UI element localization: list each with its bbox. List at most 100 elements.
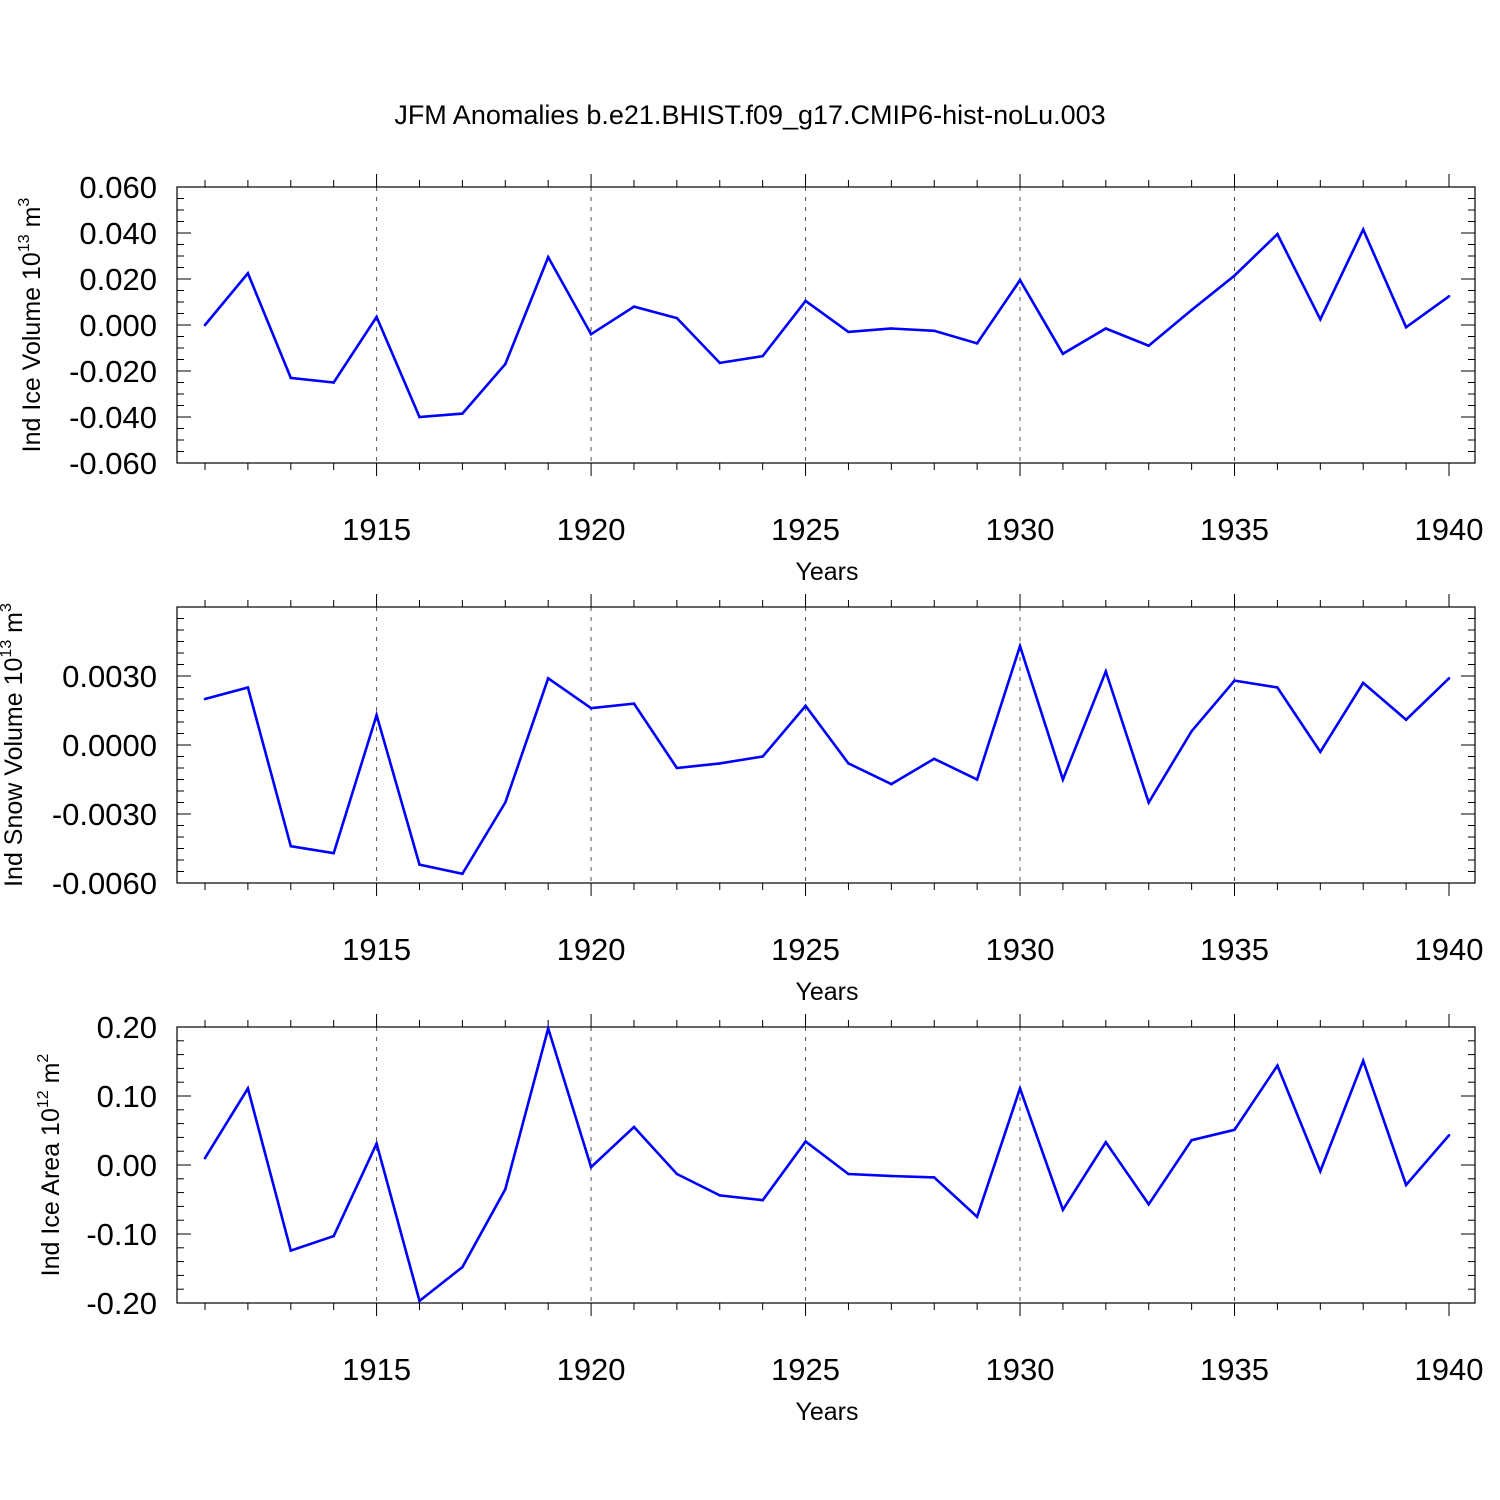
y-tick-label: -0.0030 <box>52 797 157 832</box>
data-point <box>718 361 722 365</box>
y-tick-label: 0.00 <box>97 1148 157 1183</box>
data-point <box>1404 718 1408 721</box>
data-point <box>546 677 550 680</box>
data-point <box>1404 1183 1408 1187</box>
data-point <box>1276 232 1279 236</box>
y-tick-label: 0.10 <box>97 1079 157 1114</box>
y-axis-label-exponent: 13 <box>0 640 15 658</box>
data-point <box>332 381 335 384</box>
y-tick-label: 0.040 <box>79 216 157 251</box>
x-tick-label: 1935 <box>1200 932 1269 967</box>
data-point <box>1190 729 1193 733</box>
data-point <box>1361 681 1365 685</box>
data-point <box>1447 1134 1451 1137</box>
x-axis-label: Years <box>795 978 858 1006</box>
data-point <box>418 863 421 866</box>
y-axis-label-unit-exponent: 3 <box>16 198 33 207</box>
data-point <box>1233 679 1236 682</box>
data-point <box>246 686 250 689</box>
data-point <box>804 704 807 708</box>
data-point <box>375 713 378 717</box>
data-point <box>546 255 550 259</box>
data-point <box>975 342 979 345</box>
figure-title: JFM Anomalies b.e21.BHIST.f09_g17.CMIP6-… <box>394 100 1105 130</box>
data-point <box>503 1187 507 1191</box>
y-tick-label: -0.0060 <box>52 866 157 901</box>
y-tick-label: -0.20 <box>86 1286 157 1321</box>
y-tick-label: 0.0030 <box>62 659 157 694</box>
data-point <box>804 1140 807 1143</box>
data-point <box>332 1234 335 1238</box>
x-tick-label: 1940 <box>1415 512 1484 547</box>
series-line <box>203 1023 1450 1304</box>
y-tick-label: -0.10 <box>86 1217 157 1252</box>
x-tick-label: 1940 <box>1415 932 1484 967</box>
x-axis-label: Years <box>795 558 858 586</box>
data-point <box>503 362 507 366</box>
x-tick-label: 1915 <box>342 1352 411 1387</box>
data-point <box>1447 677 1451 680</box>
data-point <box>890 782 893 786</box>
y-axis-label-text: Ind Snow Volume 10 <box>0 658 28 887</box>
data-point <box>632 305 636 308</box>
plot-frame <box>176 1026 1476 1304</box>
data-point <box>1404 326 1408 329</box>
plot-frame <box>176 606 1476 884</box>
data-point <box>1061 1208 1065 1212</box>
data-point <box>375 1142 378 1145</box>
data-point <box>761 354 764 358</box>
data-point <box>461 1265 464 1269</box>
series-line <box>203 226 1450 419</box>
data-point <box>1233 274 1236 277</box>
data-point <box>632 702 636 705</box>
data-point <box>761 1198 764 1202</box>
data-point <box>1447 294 1451 298</box>
data-point <box>418 1299 421 1303</box>
y-axis-label-exponent: 13 <box>16 234 33 252</box>
data-point <box>804 299 807 303</box>
data-point <box>1104 1140 1108 1144</box>
data-point <box>589 706 593 710</box>
data-point <box>1061 778 1065 781</box>
y-axis-label: Ind Ice Area 1012 m2 <box>35 1054 65 1277</box>
panel-3: 1915 1920 1925 1930 1935 1940 -0.20 -0.10 0.00 0.… <box>35 1010 1483 1426</box>
y-axis-label-unit-exponent: 3 <box>0 603 15 612</box>
data-point <box>246 1087 250 1090</box>
data-point <box>1361 1059 1365 1063</box>
data-point <box>847 762 850 765</box>
y-tick-label: -0.040 <box>69 400 157 435</box>
y-tick-label: -0.020 <box>69 354 157 389</box>
data-point <box>203 697 207 701</box>
data-point <box>847 1172 850 1176</box>
x-tick-label: 1935 <box>1200 1352 1269 1387</box>
data-point <box>932 329 936 333</box>
y-axis-label-text: Ind Ice Area 10 <box>37 1108 65 1276</box>
data-point <box>632 1125 636 1129</box>
data-point <box>1319 317 1322 321</box>
data-point <box>975 778 979 781</box>
y-axis-label-unit: m <box>18 207 46 235</box>
y-axis-label: Ind Ice Volume 1013 m3 <box>16 198 46 453</box>
data-point <box>1361 228 1365 231</box>
y-axis-label-unit-exponent: 2 <box>35 1054 52 1063</box>
data-point <box>289 1249 293 1252</box>
data-point <box>1018 644 1022 648</box>
data-point <box>932 757 936 761</box>
data-point <box>718 1194 722 1197</box>
data-point <box>932 1176 936 1179</box>
data-point <box>975 1215 979 1219</box>
y-axis-label-exponent: 12 <box>35 1090 52 1108</box>
data-point <box>718 762 722 765</box>
data-point <box>847 330 850 334</box>
data-point <box>589 1165 593 1169</box>
data-point <box>1190 308 1193 312</box>
y-tick-label: -0.060 <box>69 446 157 481</box>
data-point <box>1018 278 1022 282</box>
x-axis-label: Years <box>795 1398 858 1426</box>
y-axis-label: Ind Snow Volume 1013 m3 <box>0 603 28 887</box>
data-point <box>203 323 207 327</box>
data-point <box>1319 1169 1322 1173</box>
data-point <box>1276 686 1279 689</box>
data-point <box>418 415 421 419</box>
